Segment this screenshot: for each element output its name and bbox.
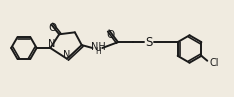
Text: N: N: [48, 39, 55, 49]
Text: NH: NH: [91, 42, 105, 52]
Text: N: N: [63, 50, 71, 60]
Text: S: S: [146, 36, 153, 49]
Text: Cl: Cl: [209, 58, 219, 68]
Text: O: O: [106, 30, 114, 40]
Text: O: O: [48, 23, 56, 33]
Text: H: H: [95, 47, 101, 56]
